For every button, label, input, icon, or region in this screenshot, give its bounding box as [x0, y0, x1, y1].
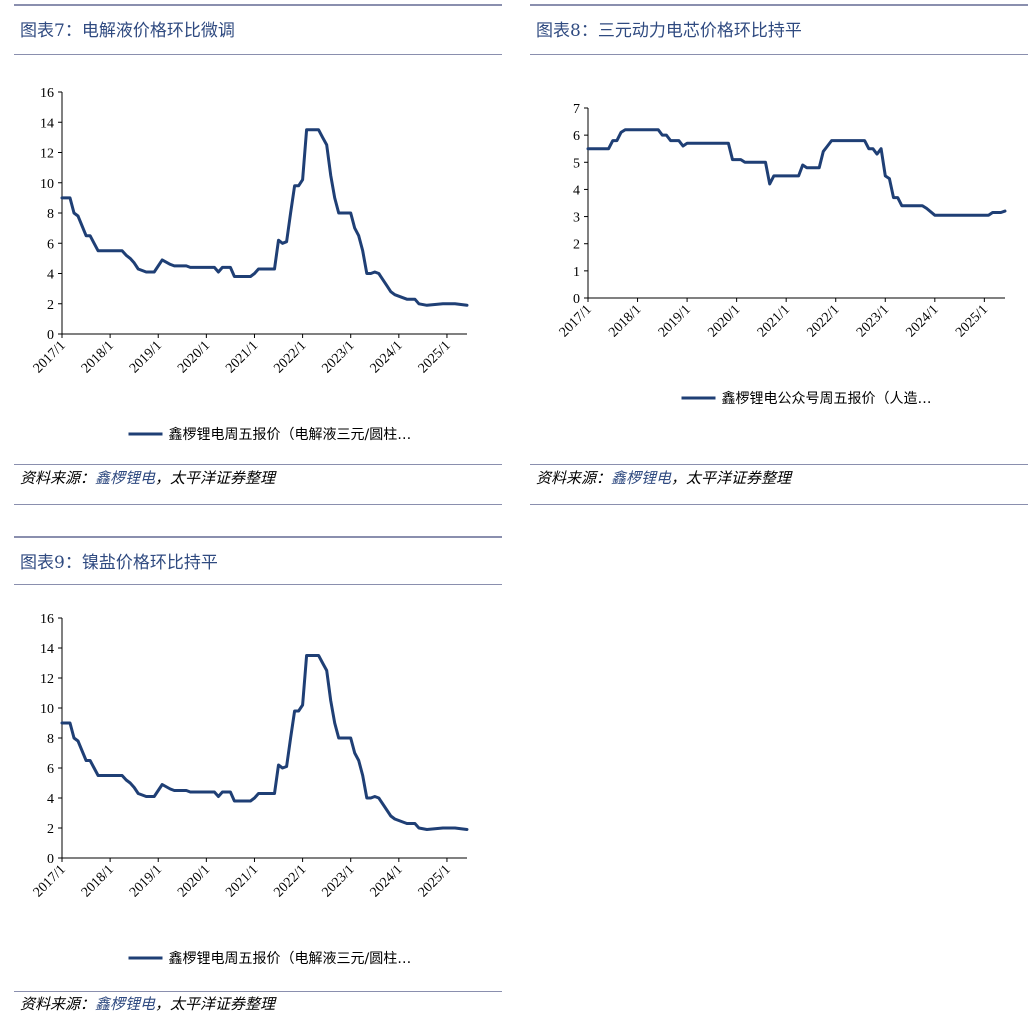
y-tick-label: 14 [40, 116, 54, 131]
y-tick-label: 1 [573, 265, 580, 280]
y-tick-label: 16 [40, 612, 54, 627]
top-rule [14, 4, 502, 6]
x-tick-label: 2018/1 [79, 338, 117, 376]
y-tick-label: 0 [47, 328, 54, 343]
legend: 鑫椤锂电公众号周五报价（人造… [681, 390, 932, 407]
chart-panel-9: 图表9：镍盐价格环比持平 0 2 4 6 8 10 12 14 16 2017/1 2018/1 20… [14, 536, 502, 1016]
x-tick-label: 2022/1 [271, 862, 309, 900]
source-note: 资料来源：鑫椤锂电，太平洋证券整理 [20, 993, 275, 1014]
y-tick-label: 4 [573, 183, 580, 198]
x-tick-label: 2020/1 [175, 862, 213, 900]
bottom-rule [14, 504, 502, 505]
legend: 鑫椤锂电周五报价（电解液三元/圆柱… [128, 426, 412, 443]
chart-title: 图表8：三元动力电芯价格环比持平 [536, 21, 802, 41]
source-note: 资料来源：鑫椤锂电，太平洋证券整理 [20, 467, 275, 488]
x-tick-label: 2023/1 [319, 862, 357, 900]
x-tick-label: 2020/1 [705, 302, 743, 340]
chart-title: 图表7：电解液价格环比微调 [20, 21, 235, 41]
x-tick-label: 2018/1 [606, 302, 644, 340]
y-tick-label: 7 [573, 102, 580, 117]
source-highlight: 鑫椤锂电 [95, 995, 156, 1013]
top-rule [14, 536, 502, 538]
x-tick-label: 2017/1 [557, 302, 595, 340]
x-tick-label: 2023/1 [319, 338, 357, 376]
legend-label: 鑫椤锂电周五报价（电解液三元/圆柱… [169, 426, 412, 443]
legend: 鑫椤锂电周五报价（电解液三元/圆柱… [128, 950, 412, 967]
source-rule [530, 464, 1028, 465]
y-tick-label: 12 [40, 147, 54, 162]
source-note: 资料来源：鑫椤锂电，太平洋证券整理 [536, 467, 791, 488]
y-tick-label: 8 [47, 207, 54, 222]
legend-label: 鑫椤锂电周五报价（电解液三元/圆柱… [169, 950, 412, 967]
source-highlight: 鑫椤锂电 [611, 469, 672, 487]
x-tick-label: 2024/1 [368, 338, 406, 376]
y-tick-label: 0 [573, 292, 580, 307]
source-prefix: 资料来源： [536, 469, 612, 487]
source-suffix: ，太平洋证券整理 [671, 469, 792, 487]
chart-panel-7: 图表7：电解液价格环比微调 0 2 4 6 8 10 12 14 16 2017/1 2018/1 2… [14, 4, 502, 506]
y-tick-label: 2 [47, 298, 54, 313]
y-tick-label: 10 [40, 177, 54, 192]
y-tick-label: 4 [47, 792, 54, 807]
x-tick-label: 2019/1 [127, 338, 165, 376]
chart-panel-8: 图表8：三元动力电芯价格环比持平 0 1 2 3 4 5 6 7 2017/1 2018/1 201… [530, 4, 1028, 506]
chart-9-svg: 0 2 4 6 8 10 12 14 16 2017/1 2018/1 2019/1 2020/1 202… [31, 612, 469, 967]
x-tick-label: 2019/1 [127, 862, 165, 900]
x-tick-label: 2019/1 [656, 302, 694, 340]
y-tick-label: 4 [47, 268, 54, 283]
source-rule [14, 464, 502, 465]
y-tick-label: 3 [573, 211, 580, 226]
x-tick-label: 2023/1 [854, 302, 892, 340]
x-tick-label: 2021/1 [223, 862, 261, 900]
chart-8-svg: 0 1 2 3 4 5 6 7 2017/1 2018/1 2019/1 2020/1 2021/1 20… [557, 102, 1007, 407]
x-tick-label: 2017/1 [31, 862, 69, 900]
x-tick-label: 2021/1 [223, 338, 261, 376]
y-tick-label: 2 [47, 822, 54, 837]
series-line [60, 654, 469, 831]
source-suffix: ，太平洋证券整理 [155, 469, 276, 487]
series-line [60, 128, 469, 307]
y-tick-label: 6 [47, 237, 54, 252]
x-tick-label: 2024/1 [904, 302, 942, 340]
x-tick-label: 2018/1 [79, 862, 117, 900]
x-tick-label: 2024/1 [368, 862, 406, 900]
x-tick-label: 2025/1 [416, 338, 454, 376]
y-tick-label: 6 [47, 762, 54, 777]
source-suffix: ，太平洋证券整理 [155, 995, 276, 1013]
x-tick-label: 2022/1 [804, 302, 842, 340]
x-tick-label: 2021/1 [755, 302, 793, 340]
bottom-rule [530, 504, 1028, 505]
title-rule [14, 54, 502, 55]
source-prefix: 资料来源： [20, 995, 96, 1013]
y-tick-label: 6 [573, 129, 580, 144]
title-rule [530, 54, 1028, 55]
legend-label: 鑫椤锂电公众号周五报价（人造… [722, 390, 932, 407]
x-tick-label: 2022/1 [271, 338, 309, 376]
x-tick-label: 2020/1 [175, 338, 213, 376]
y-tick-label: 10 [40, 702, 54, 717]
chart-7-svg: 0 2 4 6 8 10 12 14 16 2017/1 2018/1 2019/1 2020/1 202… [31, 86, 469, 443]
chart-title: 图表9：镍盐价格环比持平 [20, 553, 218, 573]
series-line [586, 128, 1007, 217]
x-tick-label: 2025/1 [953, 302, 991, 340]
y-tick-label: 12 [40, 672, 54, 687]
top-rule [530, 4, 1028, 6]
y-tick-label: 14 [40, 642, 54, 657]
source-highlight: 鑫椤锂电 [95, 469, 156, 487]
y-tick-label: 5 [573, 156, 580, 171]
y-tick-label: 16 [40, 86, 54, 101]
x-tick-label: 2017/1 [31, 338, 69, 376]
source-rule [14, 991, 502, 992]
title-rule [14, 584, 502, 585]
y-tick-label: 0 [47, 852, 54, 867]
source-prefix: 资料来源： [20, 469, 96, 487]
y-tick-label: 2 [573, 238, 580, 253]
x-tick-label: 2025/1 [416, 862, 454, 900]
y-tick-label: 8 [47, 732, 54, 747]
